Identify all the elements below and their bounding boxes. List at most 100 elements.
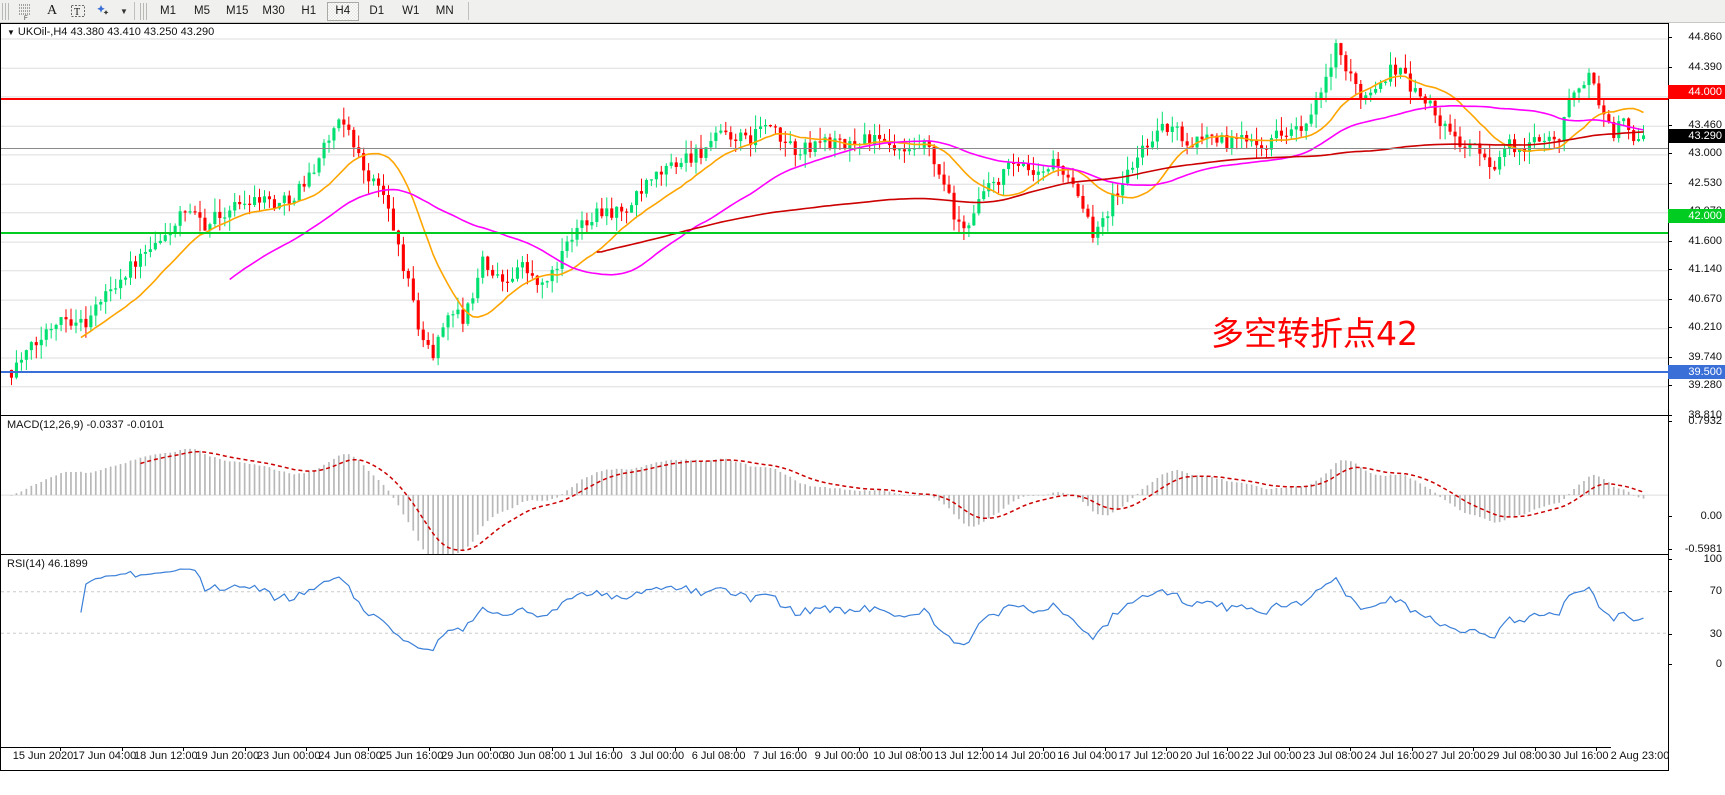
- time-tick-mark-3: [183, 747, 185, 751]
- timeframe-button-m5[interactable]: M5: [194, 5, 210, 17]
- time-tick-13: 9 Jul 00:00: [814, 750, 869, 762]
- time-tick-mark-10: [613, 747, 615, 751]
- time-tick-15: 13 Jul 12:00: [934, 750, 995, 762]
- time-tick-mark-7: [428, 747, 430, 751]
- macd-tick-1: 0.00: [1668, 510, 1725, 523]
- price-scale[interactable]: 44.86044.39043.93043.46043.00042.53042.0…: [1668, 23, 1725, 771]
- toolbar-grip-2[interactable]: [140, 2, 149, 20]
- time-tick-1: 17 Jun 04:00: [72, 750, 137, 762]
- svg-text:F: F: [24, 16, 28, 20]
- timeframe-button-w1[interactable]: W1: [402, 5, 420, 17]
- time-tick-9: 1 Jul 16:00: [568, 750, 623, 762]
- time-tick-mark-25: [1534, 747, 1536, 751]
- plot-frame[interactable]: ▼ UKOil-,H4 43.380 43.410 43.250 43.290 多…: [0, 23, 1669, 771]
- time-tick-mark-21: [1288, 747, 1290, 751]
- time-tick-7: 29 Jun 00:00: [441, 750, 505, 762]
- time-tick-3: 19 Jun 20:00: [195, 750, 260, 762]
- objects-dropdown-arrow-icon[interactable]: ▼: [120, 6, 128, 16]
- time-tick-mark-17: [1043, 747, 1045, 751]
- price-pane[interactable]: ▼ UKOil-,H4 43.380 43.410 43.250 43.290 多…: [1, 24, 1668, 416]
- time-tick-21: 23 Jul 08:00: [1302, 750, 1363, 762]
- time-tick-mark-23: [1411, 747, 1413, 751]
- time-tick-6: 25 Jun 16:00: [379, 750, 444, 762]
- price-label-red: 44.000: [1668, 84, 1725, 99]
- time-tick-mark-20: [1227, 747, 1229, 751]
- time-tick-22: 24 Jul 16:00: [1364, 750, 1425, 762]
- timeframe-button-h4[interactable]: H4: [326, 1, 359, 21]
- timeframe-button-mn[interactable]: MN: [435, 5, 454, 17]
- time-tick-mark-24: [1473, 747, 1475, 751]
- price-tick-43-460: 43.460: [1668, 119, 1725, 132]
- macd-pane[interactable]: MACD(12,26,9) -0.0337 -0.0101: [1, 417, 1668, 555]
- text-label-icon[interactable]: T: [65, 1, 91, 22]
- time-tick-10: 3 Jul 00:00: [630, 750, 685, 762]
- timeframe-button-h1[interactable]: H1: [301, 5, 317, 17]
- time-tick-mark-18: [1104, 747, 1106, 751]
- price-label-blue: 39.500: [1668, 364, 1725, 379]
- main-toolbar: F A T ▼ M1 M5 M15 M30 H1 H4 D1 W1 MN: [0, 0, 1725, 23]
- price-tick-39-280: 39.280: [1668, 379, 1725, 392]
- level-line-current-price: [1, 148, 1668, 149]
- rsi-tick-100: 100: [1668, 553, 1725, 566]
- time-tick-23: 27 Jul 20:00: [1425, 750, 1486, 762]
- timeframe-button-m30[interactable]: M30: [262, 5, 285, 17]
- time-tick-mark-14: [858, 747, 860, 751]
- time-tick-mark-19: [1166, 747, 1168, 751]
- time-tick-mark-12: [736, 747, 738, 751]
- price-label-black: 43.290: [1668, 128, 1725, 143]
- time-tick-mark-6: [367, 747, 369, 751]
- timeframe-button-m1[interactable]: M1: [160, 5, 176, 17]
- text-tool-icon[interactable]: A: [46, 3, 58, 18]
- time-tick-mark-26: [1596, 747, 1597, 751]
- symbol-info-label: ▼ UKOil-,H4 43.380 43.410 43.250 43.290: [7, 26, 214, 38]
- time-tick-2: 18 Jun 12:00: [134, 750, 198, 762]
- time-axis[interactable]: 15 Jun 2020 17 Jun 04:00 18 Jun 12:00 19 Ju…: [1, 747, 1669, 770]
- price-tick-44-390: 44.390: [1668, 61, 1725, 74]
- time-tick-19: 20 Jul 16:00: [1180, 750, 1240, 762]
- crosshair-icon[interactable]: F: [13, 1, 39, 22]
- level-line-42[interactable]: [1, 232, 1668, 234]
- price-candles-svg: [1, 38, 1668, 388]
- objects-icon[interactable]: [91, 1, 117, 22]
- macd-tick-0: 0.7932: [1668, 415, 1725, 428]
- timeframe-button-d1[interactable]: D1: [369, 5, 385, 17]
- rsi-tick-30: 30: [1668, 628, 1725, 641]
- time-tick-14: 10 Jul 08:00: [872, 750, 933, 762]
- time-tick-mark-4: [244, 747, 246, 751]
- chart-area: 44.86044.39043.93043.46043.00042.53042.0…: [0, 23, 1725, 795]
- time-tick-26: 2 Aug 23:00: [1610, 750, 1670, 762]
- price-tick-39-740: 39.740: [1668, 351, 1725, 364]
- time-tick-0: 15 Jun 2020: [12, 750, 74, 762]
- time-tick-mark-8: [490, 747, 492, 751]
- rsi-pane[interactable]: RSI(14) 46.1899: [1, 556, 1668, 670]
- svg-text:T: T: [74, 7, 80, 18]
- time-tick-mark-22: [1350, 747, 1352, 751]
- time-tick-18: 17 Jul 12:00: [1118, 750, 1179, 762]
- collapse-arrow-icon[interactable]: ▼: [7, 27, 15, 37]
- rsi-svg: [1, 568, 1668, 652]
- macd-svg: [1, 448, 1668, 554]
- macd-label: MACD(12,26,9) -0.0337 -0.0101: [7, 419, 165, 431]
- time-tick-16: 14 Jul 20:00: [995, 750, 1056, 762]
- toolbar-grip-1[interactable]: [2, 2, 11, 20]
- time-tick-24: 29 Jul 08:00: [1487, 750, 1548, 762]
- level-line-44[interactable]: [1, 98, 1668, 100]
- rsi-label: RSI(14) 46.1899: [7, 558, 88, 570]
- price-tick-43-000: 43.000: [1668, 147, 1725, 160]
- time-tick-mark-1: [60, 747, 62, 751]
- time-tick-mark-2: [121, 747, 123, 751]
- timeframe-button-m15[interactable]: M15: [226, 5, 249, 17]
- rsi-tick-0: 0: [1668, 658, 1725, 671]
- time-tick-mark-13: [797, 747, 799, 751]
- time-tick-mark-16: [981, 747, 983, 751]
- price-tick-41-140: 41.140: [1668, 263, 1725, 276]
- chart-annotation-text: 多空转折点42: [1211, 314, 1418, 353]
- time-tick-5: 24 Jun 08:00: [318, 750, 382, 762]
- time-tick-17: 16 Jul 04:00: [1057, 750, 1118, 762]
- toolbar-separator-2: [467, 2, 469, 20]
- time-tick-8: 30 Jun 08:00: [502, 750, 567, 762]
- level-line-39-5[interactable]: [1, 371, 1668, 373]
- time-tick-12: 7 Jul 16:00: [753, 750, 807, 762]
- price-tick-44-860: 44.860: [1668, 31, 1725, 44]
